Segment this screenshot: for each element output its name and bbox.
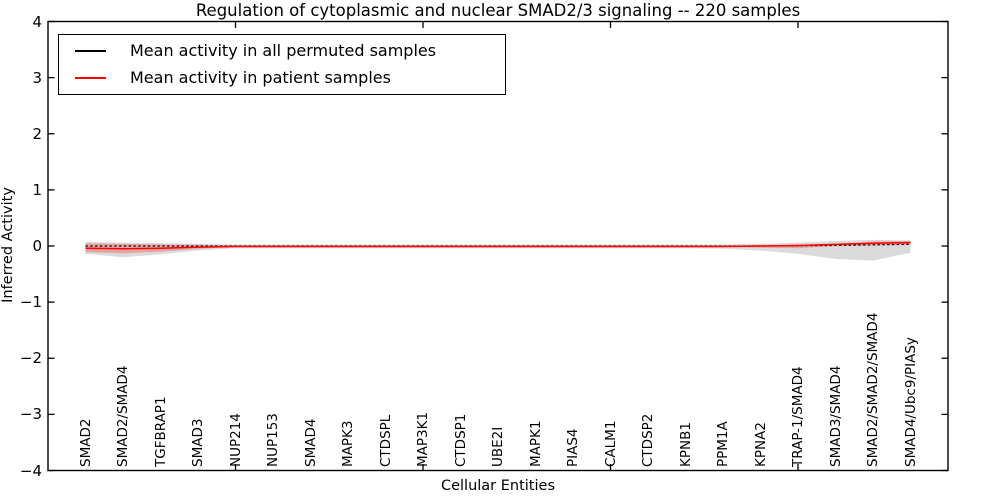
legend-item-patient: Mean activity in patient samples [71, 68, 505, 88]
y-tick-label: −1 [19, 293, 42, 312]
x-axis-label: Cellular Entities [440, 478, 556, 494]
x-category-label: SMAD2/SMAD4 [115, 365, 131, 467]
legend-line-red [75, 76, 106, 79]
x-category-label: TRAP-1/SMAD4 [790, 366, 806, 467]
x-category-label: PPM1A [715, 421, 731, 467]
x-category-label: NUP153 [265, 413, 281, 467]
x-category-label: SMAD2/SMAD2/SMAD4 [865, 312, 881, 467]
x-category-label: UBE2I [490, 426, 506, 467]
y-tick-label: 3 [32, 68, 42, 87]
y-tick-label: −4 [19, 461, 42, 480]
y-tick-label: −3 [19, 405, 42, 424]
chart-title: Regulation of cytoplasmic and nuclear SM… [195, 1, 801, 20]
y-tick-label: 1 [32, 180, 42, 199]
x-category-label: SMAD4/Ubc9/PIASy [902, 337, 919, 467]
y-tick-label: −2 [19, 349, 42, 368]
x-category-label: SMAD2 [77, 418, 94, 467]
x-category-label: KPNB1 [677, 422, 694, 467]
x-category-label: MAPK1 [527, 420, 544, 467]
x-category-label: KPNA2 [752, 422, 769, 467]
x-category-label: NUP214 [227, 413, 244, 467]
patient-mean-line [85, 241, 911, 250]
legend-item-permuted: Mean activity in all permuted samples [71, 41, 505, 61]
x-category-label: CTDSP2 [640, 413, 656, 467]
x-category-label: SMAD4 [302, 418, 319, 467]
legend-line-black [75, 50, 106, 53]
legend-label: Mean activity in all permuted samples [130, 41, 437, 61]
x-category-label: MAPK3 [340, 420, 356, 467]
x-category-label: SMAD3/SMAD4 [827, 365, 844, 467]
legend-label: Mean activity in patient samples [130, 67, 391, 87]
legend: Mean activity in all permuted samples Me… [58, 34, 506, 95]
y-tick-label: 2 [32, 124, 42, 143]
x-category-label: MAP3K1 [415, 411, 431, 467]
x-category-label: TGFBRAP1 [152, 396, 169, 467]
y-tick-label: 4 [32, 12, 42, 31]
x-category-label: CTDSPL [377, 414, 394, 467]
x-category-label: CTDSP1 [452, 413, 469, 467]
permuted-samples-spread-band [85, 239, 911, 261]
x-category-label: PIAS4 [565, 428, 581, 467]
y-tick-label: 0 [32, 237, 42, 255]
x-category-label: SMAD3 [190, 418, 206, 467]
x-category-label: CALM1 [602, 420, 619, 467]
